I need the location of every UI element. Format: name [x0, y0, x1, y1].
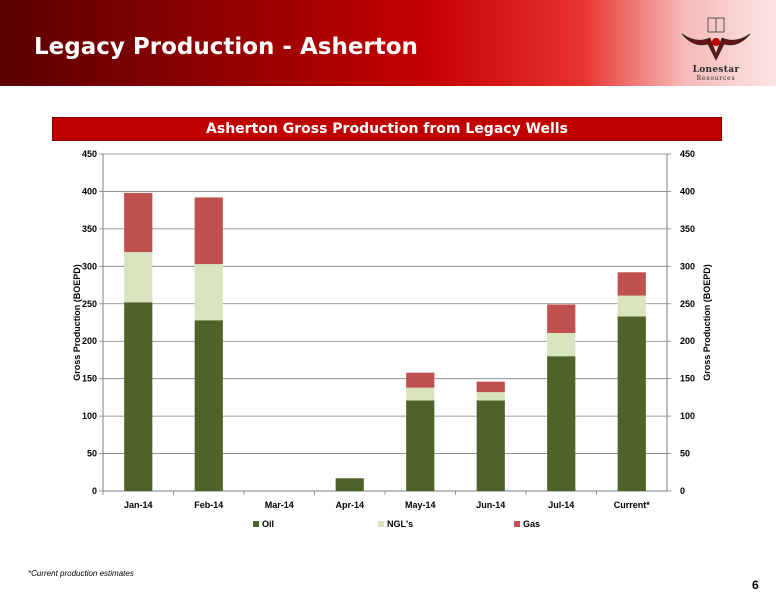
y2-tick-label: 450 [680, 149, 695, 159]
logo-name: Lonestar [692, 65, 740, 75]
bar-ngls-current [617, 295, 646, 317]
y-tick-label: 100 [82, 411, 97, 421]
chart-title: Asherton Gross Production from Legacy We… [52, 117, 722, 141]
y-tick-label: 150 [82, 374, 97, 384]
bar-gas-may14 [406, 372, 435, 388]
y-tick-label: 350 [82, 224, 97, 234]
bar-oil-apr14 [335, 478, 364, 491]
y2-tick-label: 50 [680, 449, 690, 459]
x-tick-label: May-14 [405, 500, 436, 510]
legend-label: Oil [262, 519, 274, 529]
longhorn-icon [681, 17, 751, 61]
x-tick-label: Mar-14 [265, 500, 294, 510]
x-tick-label: Feb-14 [194, 500, 223, 510]
y-axis-title: Gross Production (BOEPD) [72, 264, 82, 381]
legend-label: Gas [523, 519, 540, 529]
legend-swatch-gas [514, 521, 520, 527]
y2-tick-label: 300 [680, 261, 695, 271]
y-tick-label: 300 [82, 261, 97, 271]
x-tick-label: Jun-14 [476, 500, 505, 510]
bar-oil-jun14 [476, 400, 505, 491]
bar-ngls-may14 [406, 387, 435, 401]
x-tick-label: Jan-14 [124, 500, 153, 510]
legend-swatch-ngls [378, 521, 384, 527]
bar-ngls-jun14 [476, 392, 505, 401]
y2-tick-label: 150 [680, 374, 695, 384]
y2-tick-label: 200 [680, 336, 695, 346]
y2-axis-title: Gross Production (BOEPD) [702, 264, 712, 381]
slide-header: Legacy Production - Asherton Lonestar Re… [0, 0, 776, 86]
y2-tick-label: 100 [680, 411, 695, 421]
y2-tick-label: 350 [680, 224, 695, 234]
page-number: 6 [752, 578, 759, 592]
y2-tick-label: 0 [680, 486, 685, 496]
y2-tick-label: 400 [680, 186, 695, 196]
legend-label: NGL's [387, 519, 413, 529]
bar-oil-jan14 [124, 302, 153, 491]
y-tick-label: 450 [82, 149, 97, 159]
x-tick-label: Apr-14 [335, 500, 364, 510]
bar-oil-jul14 [547, 356, 576, 491]
y-tick-label: 200 [82, 336, 97, 346]
footnote: *Current production estimates [28, 569, 134, 578]
bar-gas-jan14 [124, 192, 153, 253]
bar-ngls-feb14 [194, 264, 223, 321]
y-tick-label: 50 [87, 449, 97, 459]
x-tick-label: Jul-14 [548, 500, 574, 510]
y2-tick-label: 250 [680, 299, 695, 309]
logo-subtitle: Resources [696, 75, 736, 82]
bar-ngls-jul14 [547, 332, 576, 357]
slide-title: Legacy Production - Asherton [34, 34, 418, 60]
bar-ngls-jan14 [124, 252, 153, 303]
bar-oil-feb14 [194, 320, 223, 491]
y-tick-label: 250 [82, 299, 97, 309]
bar-oil-may14 [406, 400, 435, 491]
y-tick-label: 0 [92, 486, 97, 496]
bar-gas-current [617, 272, 646, 296]
bar-oil-current [617, 316, 646, 491]
x-tick-label: Current* [614, 500, 651, 510]
company-logo: Lonestar Resources [676, 14, 756, 82]
bar-gas-jun14 [476, 381, 505, 393]
legend-swatch-oil [253, 521, 259, 527]
bar-gas-jul14 [547, 304, 576, 333]
bar-gas-feb14 [194, 197, 223, 265]
y-tick-label: 400 [82, 186, 97, 196]
